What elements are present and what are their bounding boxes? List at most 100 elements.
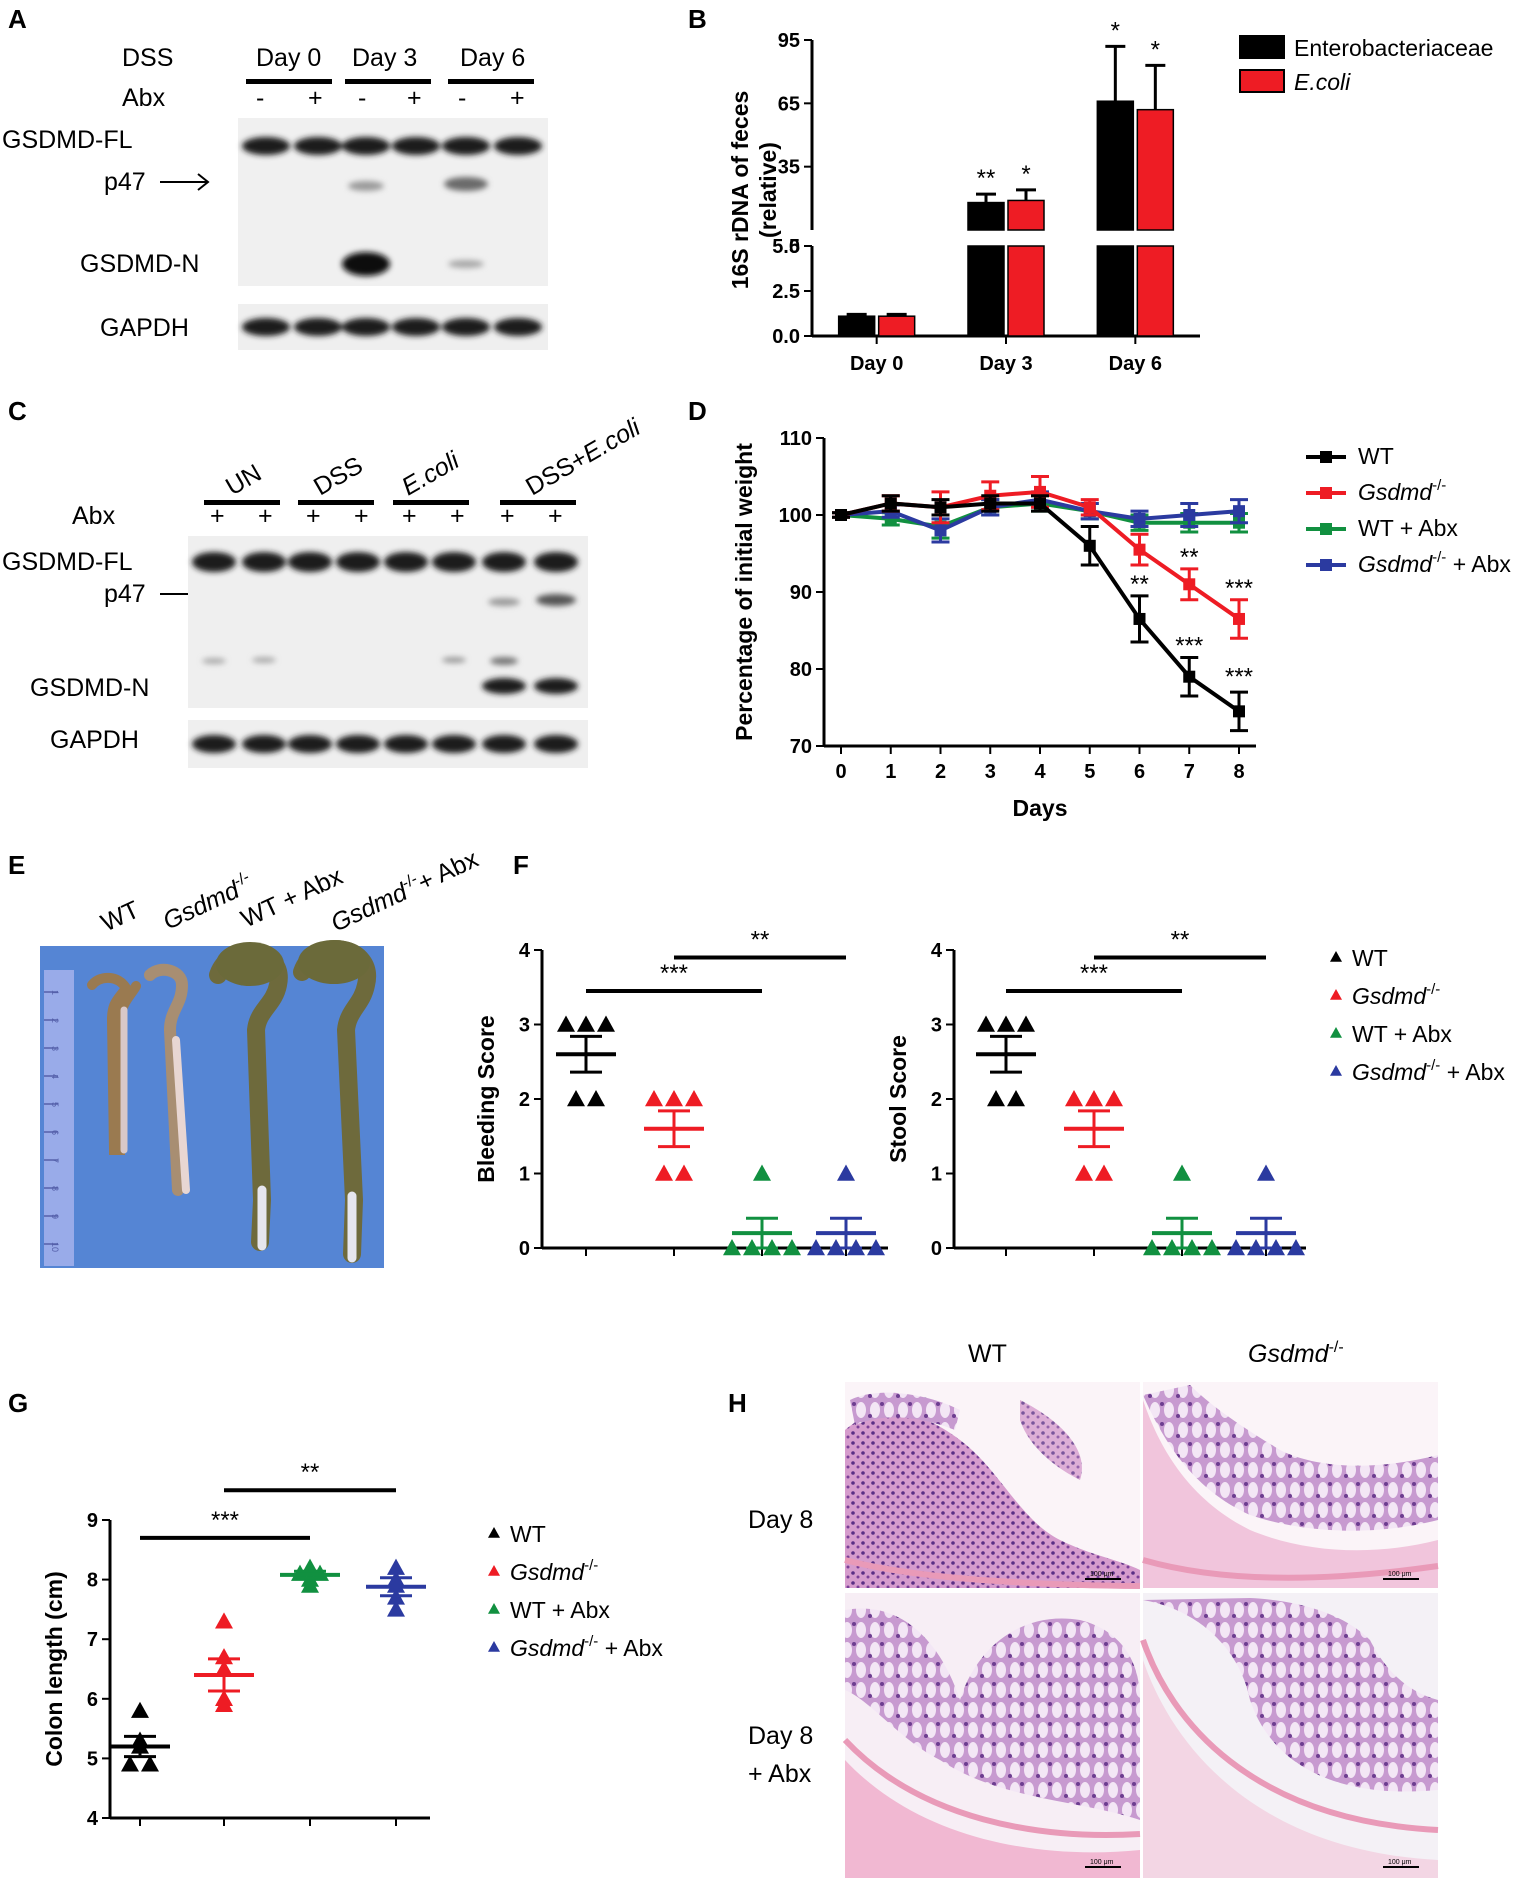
y-tick-label: 5 <box>789 236 800 258</box>
legend-label: WT <box>1352 945 1388 971</box>
panel-label: D <box>688 396 707 426</box>
data-point <box>1007 1090 1025 1107</box>
bar <box>967 201 1005 231</box>
abx-sign: - <box>458 84 466 112</box>
legend-text: Gsdmd <box>510 1559 585 1585</box>
data-point <box>121 1755 139 1772</box>
group-bar <box>345 79 431 84</box>
y-tick-label: 3 <box>519 1015 530 1037</box>
data-point <box>1095 1164 1113 1181</box>
x-tick-label: Day 0 <box>850 353 903 375</box>
data-point <box>1085 1090 1103 1107</box>
panel-h: H WT Gsdmd-/- Day 8 Day 8 + Abx 100 μm 1… <box>728 1339 1439 1878</box>
scale-bar-label: 100 μm <box>1388 1859 1412 1866</box>
significance-mark: *** <box>1225 663 1253 690</box>
x-tick-label: 6 <box>1134 761 1145 783</box>
data-point <box>1227 1239 1245 1256</box>
y-tick-label: 110 <box>780 428 812 450</box>
group-bar <box>393 500 469 505</box>
data-point <box>1133 543 1146 556</box>
bar-lower <box>1096 245 1135 337</box>
group-bar <box>448 79 534 84</box>
legend-superscript: -/- <box>1426 981 1440 998</box>
superscript: -/- <box>399 871 420 893</box>
legend-suffix: + Abx <box>1446 551 1511 577</box>
ruler-tick-label: 7 <box>50 1158 60 1163</box>
legend-marker <box>488 1527 500 1538</box>
y-axis-label: 16S rDNA of feces(relative) <box>727 91 781 290</box>
ruler-tick-label: 1 <box>50 990 60 995</box>
legend-text: WT <box>1352 945 1388 971</box>
y-tick-label: 8 <box>87 1570 98 1592</box>
data-point <box>685 1090 703 1107</box>
band-label-gsdmd-fl: GSDMD-FL <box>2 126 133 154</box>
superscript: -/- <box>1329 1339 1344 1356</box>
ruler-tick-label: 6 <box>50 1130 60 1135</box>
abx-label: Abx <box>72 502 116 530</box>
scale-bar-label: 100 μm <box>1090 1571 1114 1578</box>
bar <box>877 315 916 337</box>
legend-suffix: + Abx <box>1440 1059 1505 1085</box>
data-point <box>1183 509 1196 521</box>
bar-lower <box>967 245 1005 337</box>
data-point <box>567 1090 585 1107</box>
data-point <box>597 1015 615 1032</box>
legend-label: WT + Abx <box>1358 515 1458 541</box>
bar <box>1136 108 1175 231</box>
series-line <box>840 501 1241 713</box>
abx-sign: + <box>548 502 563 530</box>
legend-text: WT + Abx <box>510 1597 610 1623</box>
data-point <box>835 509 847 521</box>
panel-c: C UN DSS E.coli DSS+E.coli Abx + + + + +… <box>2 396 646 768</box>
legend-marker <box>1320 487 1332 499</box>
histology-gsdmd-day8: 100 μm <box>1142 1382 1439 1588</box>
y-axis-label-line: (relative) <box>755 142 781 238</box>
abx-sign: + <box>354 502 369 530</box>
panel-a: A DSS Abx Day 0 Day 3 Day 6 - + - + - + … <box>2 4 548 350</box>
legend-text: Gsdmd <box>1358 479 1433 505</box>
dss-label: DSS <box>122 44 173 72</box>
abx-sign: + <box>510 84 525 112</box>
panel-label: A <box>8 4 27 34</box>
data-point <box>645 1090 663 1107</box>
data-point <box>1173 1164 1191 1181</box>
panel-label: F <box>513 850 529 880</box>
ruler: 1 2 3 4 5 6 7 8 9 10 <box>44 970 74 1266</box>
y-tick-label: 100 <box>779 505 812 527</box>
data-point <box>675 1164 693 1181</box>
abx-sign: + <box>407 84 422 112</box>
x-tick-label: 4 <box>1034 761 1046 783</box>
data-point <box>977 1015 995 1032</box>
x-tick-label: 1 <box>885 761 896 783</box>
y-tick-label: 4 <box>519 940 531 962</box>
ruler-tick-label: 5 <box>50 1102 60 1107</box>
panel-label: B <box>688 4 707 34</box>
significance-mark: * <box>1111 17 1120 44</box>
panel-label: H <box>728 1388 747 1418</box>
data-point <box>753 1164 771 1181</box>
group-label-gsdmd: Gsdmd-/- <box>158 869 257 936</box>
legend-superscript: -/- <box>584 1633 598 1650</box>
y-axis-label: Percentage of initial weight <box>731 443 757 741</box>
legend-marker <box>488 1603 500 1614</box>
scale-bar-label: 100 μm <box>1388 1571 1412 1578</box>
data-point <box>1105 1090 1123 1107</box>
legend-marker <box>1320 523 1332 535</box>
bar <box>1007 199 1045 231</box>
data-point <box>934 524 947 537</box>
legend-label: Enterobacteriaceae <box>1294 35 1493 61</box>
legend-marker <box>488 1565 500 1576</box>
legend-label: WT + Abx <box>510 1597 610 1623</box>
data-point <box>1287 1239 1305 1256</box>
data-point <box>131 1701 149 1718</box>
data-point <box>884 497 897 510</box>
significance-mark: ** <box>977 165 996 192</box>
legend-label: Gsdmd-/- <box>510 1557 598 1585</box>
y-tick-label: 2.5 <box>772 281 800 303</box>
y-tick-label: 2 <box>519 1089 530 1111</box>
data-point <box>1083 539 1096 552</box>
